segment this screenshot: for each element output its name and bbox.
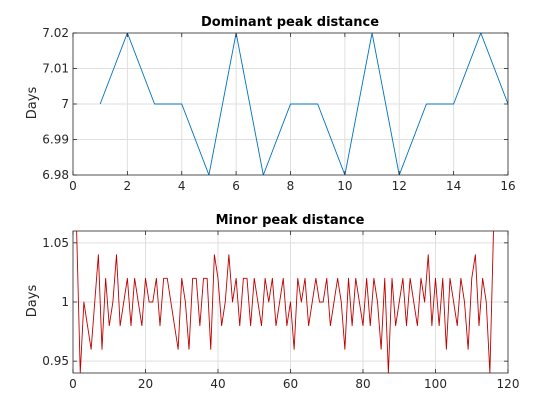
x-tick-label: 60 (283, 377, 298, 391)
y-axis-label: Days (25, 87, 40, 120)
x-tick-label: 120 (497, 377, 520, 391)
x-tick-label: 16 (500, 179, 515, 193)
y-tick-label: 1.05 (42, 236, 69, 250)
x-tick-label: 12 (392, 179, 407, 193)
x-tick-label: 40 (210, 377, 225, 391)
x-tick-label: 20 (138, 377, 153, 391)
y-tick-label: 7 (61, 97, 69, 111)
dominant-peak-distance-panel: Dominant peak distance Days 0 2 4 6 8 10 12 14 1… (25, 15, 516, 193)
series-line (99, 33, 508, 175)
x-tick-label: 10 (337, 179, 352, 193)
x-tick-label: 2 (124, 179, 132, 193)
x-tick-label: 80 (355, 377, 370, 391)
x-tick-label: 8 (287, 179, 295, 193)
x-tick-label: 100 (424, 377, 447, 391)
y-tick-label: 6.99 (42, 133, 69, 147)
x-tick-label: 0 (69, 377, 77, 391)
y-tick-label: 1 (61, 295, 69, 309)
x-tick-label: 14 (446, 179, 461, 193)
y-tick-label: 7.01 (42, 62, 69, 76)
x-tick-label: 0 (69, 179, 77, 193)
y-axis-label: Days (25, 285, 40, 318)
series-line (76, 231, 494, 373)
minor-peak-distance-panel: Minor peak distance Days 0 20 40 60 80 100 120… (25, 213, 519, 391)
y-tick-label: 7.02 (42, 26, 69, 40)
x-tick-label: 6 (232, 179, 240, 193)
y-tick-label: 0.95 (42, 354, 69, 368)
chart-title: Dominant peak distance (201, 15, 379, 30)
y-tick-label: 6.98 (42, 168, 69, 182)
chart-title: Minor peak distance (216, 213, 365, 228)
x-tick-label: 4 (178, 179, 186, 193)
